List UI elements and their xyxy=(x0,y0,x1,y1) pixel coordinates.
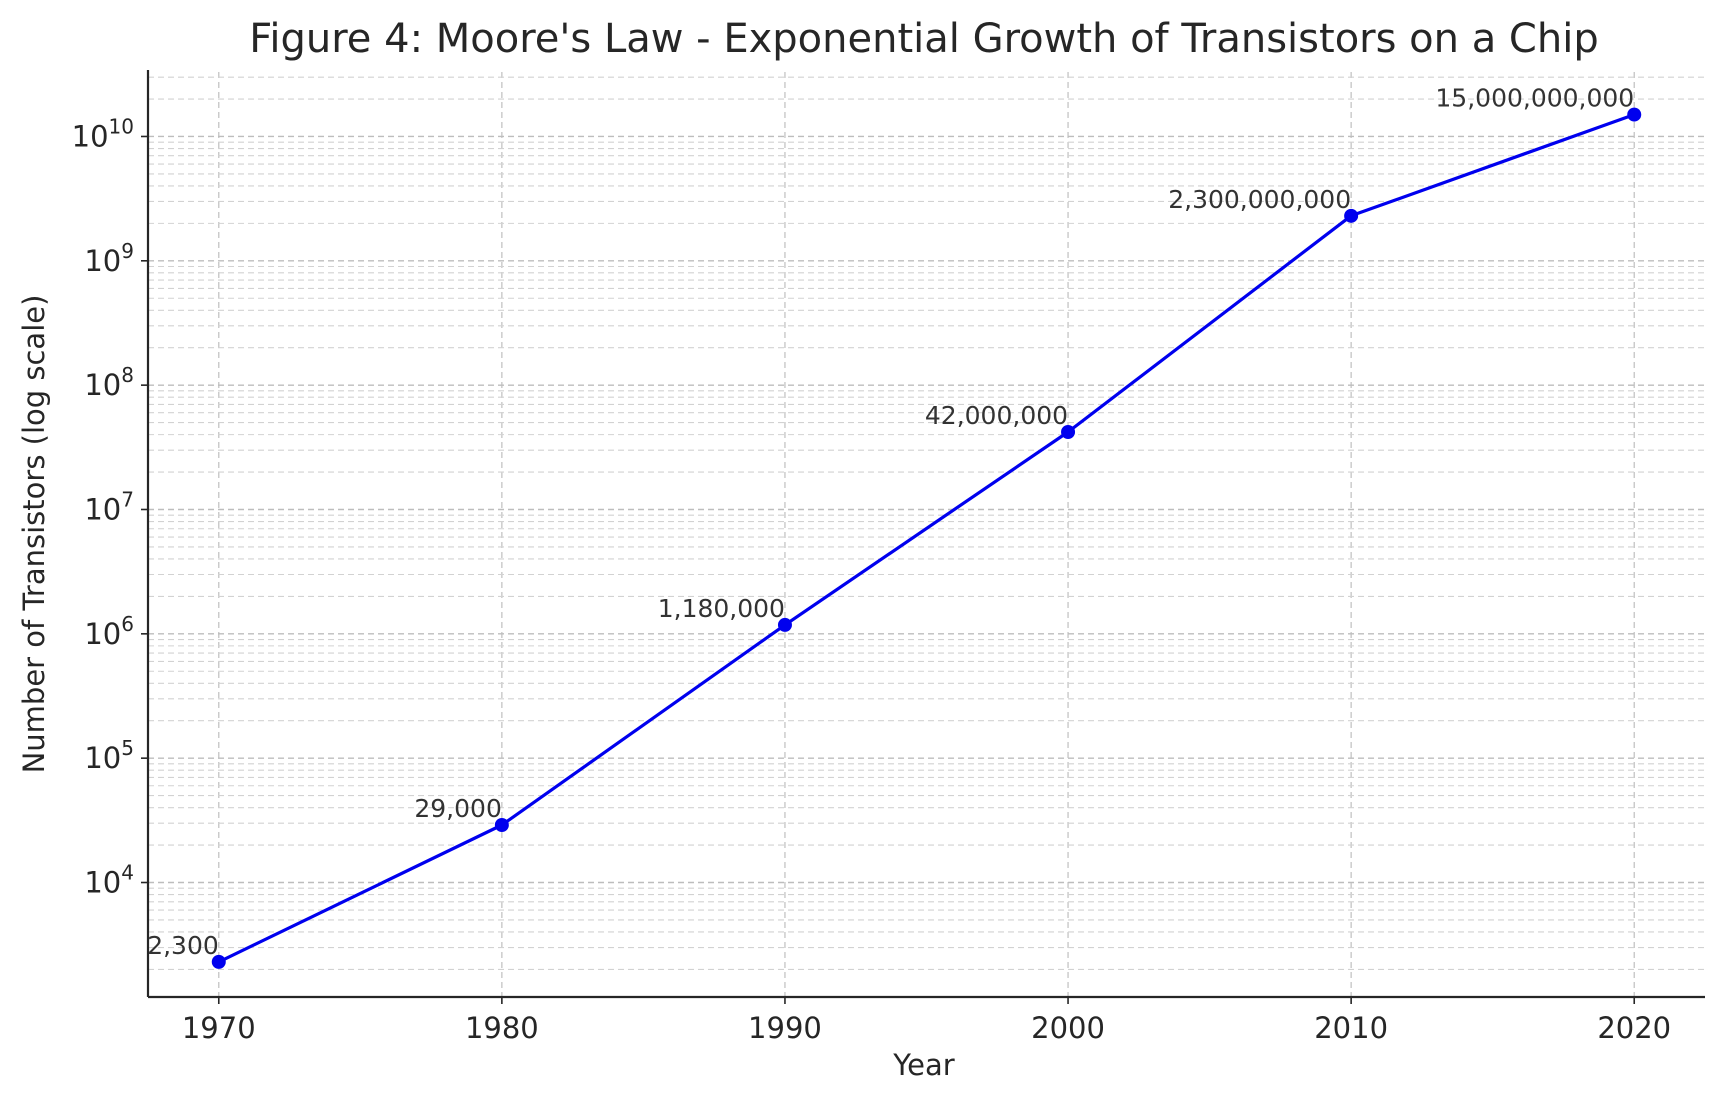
y-tick-label: 104 xyxy=(84,861,134,900)
y-axis-label: Number of Transistors (log scale) xyxy=(17,295,51,774)
chart-title: Figure 4: Moore's Law - Exponential Grow… xyxy=(249,16,1598,62)
data-label: 1,180,000 xyxy=(658,594,785,623)
data-label: 42,000,000 xyxy=(925,401,1068,430)
data-point xyxy=(494,818,509,833)
x-tick-label: 1970 xyxy=(182,1011,256,1045)
y-tick-label: 108 xyxy=(84,363,134,402)
x-tick-label: 1990 xyxy=(748,1011,822,1045)
x-tick-label: 2010 xyxy=(1314,1011,1388,1045)
x-axis-label: Year xyxy=(892,1048,954,1082)
y-tick-label: 1010 xyxy=(72,114,134,153)
x-tick-label: 2000 xyxy=(1031,1011,1105,1045)
data-label: 2,300 xyxy=(147,931,219,960)
data-point xyxy=(1061,424,1076,439)
x-tick-label: 1980 xyxy=(465,1011,539,1045)
data-point xyxy=(1627,107,1642,122)
y-tick-label: 105 xyxy=(84,736,134,775)
data-label: 29,000 xyxy=(414,794,501,823)
y-tick-label: 106 xyxy=(84,612,134,651)
data-point xyxy=(211,954,226,969)
data-label: 15,000,000,000 xyxy=(1435,84,1634,113)
y-tick-label: 107 xyxy=(84,487,134,526)
series-line xyxy=(218,113,1635,964)
axes xyxy=(141,70,1705,1004)
grid-lines xyxy=(148,72,1705,997)
data-point xyxy=(777,617,792,632)
y-tick-label: 109 xyxy=(84,239,134,278)
data-series xyxy=(211,107,1642,969)
tick-labels: 1970 1980 1990 2000 2010 2020 104 105 106 107 108 1… xyxy=(72,114,1671,1045)
data-labels: 2,300 29,000 1,180,000 42,000,000 2,300,000,… xyxy=(147,84,1634,960)
data-point xyxy=(1344,208,1359,223)
data-label: 2,300,000,000 xyxy=(1168,185,1351,214)
x-tick-label: 2020 xyxy=(1597,1011,1671,1045)
